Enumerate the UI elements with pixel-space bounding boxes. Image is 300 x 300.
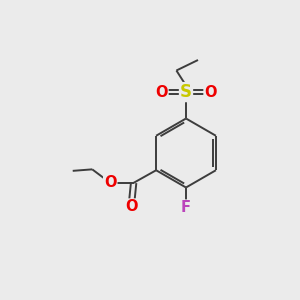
Text: O: O bbox=[104, 175, 116, 190]
Text: O: O bbox=[204, 85, 217, 100]
Text: S: S bbox=[180, 83, 192, 101]
Text: O: O bbox=[155, 85, 168, 100]
Text: F: F bbox=[181, 200, 191, 215]
Text: O: O bbox=[125, 199, 137, 214]
